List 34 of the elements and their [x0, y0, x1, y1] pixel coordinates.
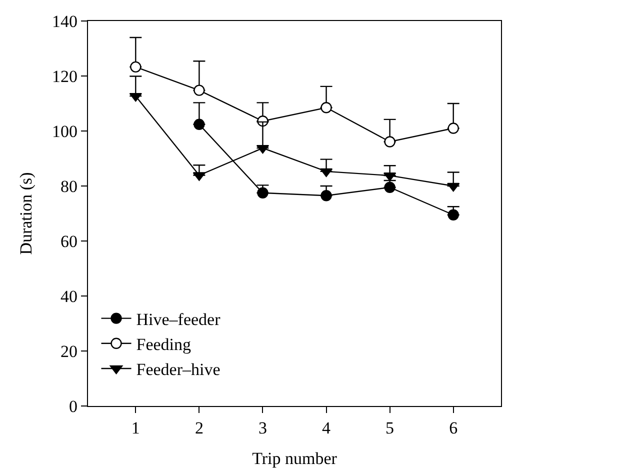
y-tick-label: 60 — [60, 232, 78, 251]
point — [383, 172, 396, 182]
y-tick-label: 40 — [60, 286, 78, 306]
x-tick-label: 1 — [131, 418, 140, 438]
legend-label: Hive–feeder — [136, 310, 221, 329]
point — [446, 182, 460, 192]
point — [384, 182, 396, 193]
point — [384, 136, 396, 148]
y-tick-label: 140 — [52, 12, 78, 31]
legend-label: Feeder–hive — [136, 360, 220, 380]
y-tick-label: 120 — [52, 66, 78, 86]
x-tick-label: 5 — [386, 418, 394, 438]
point — [256, 144, 270, 154]
y-tick-label: 80 — [60, 176, 78, 196]
point — [448, 122, 459, 134]
x-tick-label: 4 — [322, 418, 332, 438]
x-tick-label: 3 — [258, 418, 267, 438]
point — [448, 209, 459, 220]
y-tick-label: 100 — [52, 122, 78, 141]
x-tick-label: 2 — [194, 418, 204, 438]
y-tick-label: 20 — [60, 342, 78, 361]
y-axis-title: Duration (s) — [16, 172, 36, 255]
point — [320, 102, 332, 114]
x-axis-title: Trip number — [252, 448, 338, 468]
legend-label: Feeding — [136, 335, 192, 354]
point — [320, 190, 332, 202]
point — [129, 92, 142, 102]
y-tick-label: 0 — [69, 396, 78, 416]
point — [194, 118, 205, 130]
point — [257, 187, 268, 198]
x-tick-label: 6 — [449, 418, 458, 438]
point — [320, 168, 333, 178]
point — [194, 84, 205, 96]
point — [130, 61, 142, 73]
